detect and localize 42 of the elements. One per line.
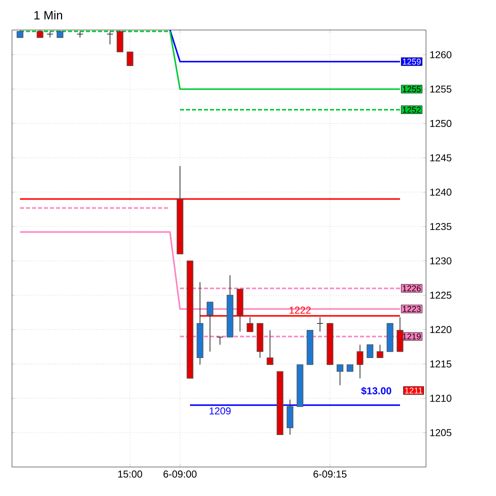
x-tick-label: 6-09:15 bbox=[314, 470, 347, 478]
x-tick-label: 6-09:00 bbox=[164, 470, 197, 478]
candlestick bbox=[116, 30, 124, 52]
candlestick bbox=[126, 52, 134, 66]
data-label: 1222 bbox=[290, 306, 311, 314]
data-label: 1226 bbox=[402, 285, 421, 292]
data-label: 1209 bbox=[210, 407, 231, 414]
y-tick-label: 1230 bbox=[430, 257, 452, 264]
x-tick-label: 15:00 bbox=[118, 470, 142, 478]
data-label: 1219 bbox=[402, 333, 421, 340]
y-tick-label: 1260 bbox=[430, 51, 452, 58]
candlestick bbox=[316, 316, 324, 332]
annotation: $13.00 bbox=[361, 386, 392, 395]
candlestick bbox=[396, 316, 404, 352]
data-label: 1259 bbox=[402, 58, 421, 65]
candlestick bbox=[206, 302, 214, 352]
y-tick-label: 1235 bbox=[430, 222, 452, 230]
y-tick-label: 1220 bbox=[430, 326, 452, 334]
candlestick bbox=[216, 336, 224, 346]
candlestick bbox=[286, 399, 294, 436]
candlestick bbox=[106, 30, 114, 45]
y-tick-label: 1210 bbox=[430, 394, 452, 402]
candlestick bbox=[266, 330, 274, 366]
candlestick bbox=[356, 344, 364, 379]
y-tick-label: 1255 bbox=[430, 86, 452, 93]
data-label: 1255 bbox=[402, 86, 421, 92]
candlestick bbox=[46, 30, 54, 38]
chart-title: 1 Min bbox=[34, 10, 62, 20]
candlestick bbox=[376, 344, 384, 358]
data-label: 1252 bbox=[402, 106, 421, 113]
candlestick bbox=[336, 364, 344, 386]
y-tick-label: 1205 bbox=[430, 429, 452, 436]
candlestick bbox=[246, 316, 254, 332]
candlestick bbox=[76, 30, 84, 38]
y-tick-label: 1215 bbox=[430, 360, 452, 368]
y-tick-label: 1240 bbox=[430, 188, 452, 196]
candlestick bbox=[366, 344, 374, 358]
y-tick-label: 1250 bbox=[430, 120, 452, 127]
text: 1211 bbox=[405, 388, 422, 394]
data-label: 1223 bbox=[402, 306, 421, 312]
y-tick-label: 1225 bbox=[430, 292, 452, 299]
y-tick-label: 1245 bbox=[430, 154, 452, 162]
